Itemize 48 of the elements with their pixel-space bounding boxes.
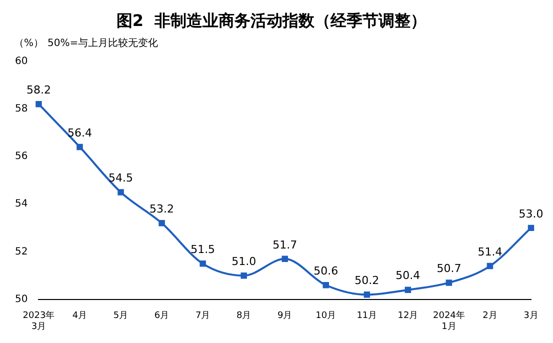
data-label: 51.4 [478,245,502,258]
x-tick-label: 6月 [154,311,170,322]
point [118,189,124,196]
x-tick-label: 2月 [482,311,498,322]
data-label: 53.2 [150,202,174,216]
point [240,272,247,279]
data-label: 50.4 [396,269,420,282]
point [446,280,452,286]
point [200,260,206,267]
text: 50%=与上月比较无变化 [48,36,158,49]
data-label: 50.6 [314,264,338,278]
x-tick-label: 2024年 1月 [433,310,465,332]
point [158,220,165,226]
data-label: 51.5 [190,243,216,256]
data-label: 53.0 [518,207,544,220]
data-label: 51.7 [272,238,298,252]
x-tick-label: 8月 [236,311,252,322]
point [404,286,412,293]
point [322,282,330,288]
point [282,256,288,262]
data-label: 50.7 [436,262,462,276]
y-tick-label: 60 [14,56,28,67]
point [76,144,83,150]
y-tick-label: 50 [14,294,28,305]
y-tick-label: 58 [14,103,28,114]
point [364,292,370,298]
point [36,100,42,108]
y-tick-label: 52 [14,246,28,258]
x-tick-label: 12月 [398,311,418,322]
x-tick-label: 7月 [195,311,210,322]
data-label: 54.5 [108,172,134,185]
x-tick-label: 10月 [316,311,336,322]
data-label: 56.4 [68,126,92,140]
y-axis-title: （%） [14,38,44,49]
x-tick-label: 4月 [72,311,88,322]
data-label: 58.2 [26,83,51,96]
x-tick-label: 3月 [524,311,538,322]
point [486,262,494,270]
point [528,224,534,232]
chart-title: 图2 非制造业商务活动指数（经季节调整） [116,10,427,30]
x-tick-label: 2023年 3月 [22,310,55,332]
y-tick-label: 54 [14,198,28,210]
data-label: 50.2 [354,274,380,287]
x-tick-label: 5月 [113,311,128,322]
x-tick-label: 9月 [277,311,292,322]
data-label: 51.0 [232,254,256,268]
x-tick-label: 11月 [356,311,378,322]
y-tick-label: 56 [14,151,28,162]
